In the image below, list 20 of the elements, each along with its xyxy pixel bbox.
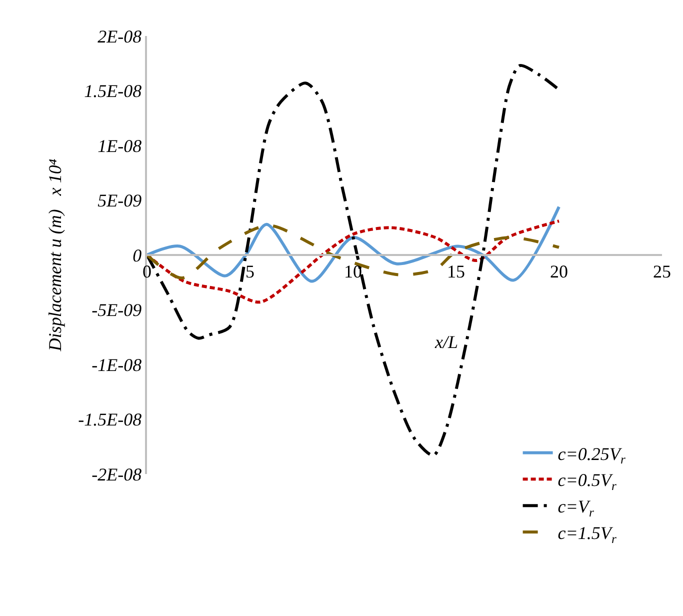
y-tick-label: 0 — [132, 245, 142, 266]
x-tick-label: 25 — [653, 261, 671, 282]
y-tick-label: 5E-09 — [98, 190, 142, 211]
x-axis-title: x/L — [434, 332, 458, 352]
y-tick-label: -5E-09 — [92, 300, 142, 320]
y-tick-label: 2E-08 — [98, 26, 142, 46]
x-tick-label: 10 — [344, 261, 362, 282]
legend-label: c=0.25V$_{r}$ — [558, 444, 626, 467]
legend-label: c=1.5V$_{r}$ — [558, 523, 616, 546]
y-axis-title: Displacement u (m) x 10⁴ — [44, 158, 65, 352]
y-tick-label: 1.5E-08 — [84, 81, 142, 102]
x-tick-label: 15 — [447, 261, 465, 282]
y-tick-label: -2E-08 — [92, 464, 142, 484]
y-tick-label: -1.5E-08 — [78, 410, 142, 430]
x-tick-label: 20 — [550, 261, 568, 282]
legend-label: c=V$_{r}$ — [558, 496, 594, 520]
y-tick-label: -1E-08 — [92, 354, 142, 375]
y-tick-label: 1E-08 — [98, 136, 142, 156]
legend-label: c=0.5V$_{r}$ — [558, 470, 616, 493]
x-tick-label: 5 — [246, 261, 254, 282]
